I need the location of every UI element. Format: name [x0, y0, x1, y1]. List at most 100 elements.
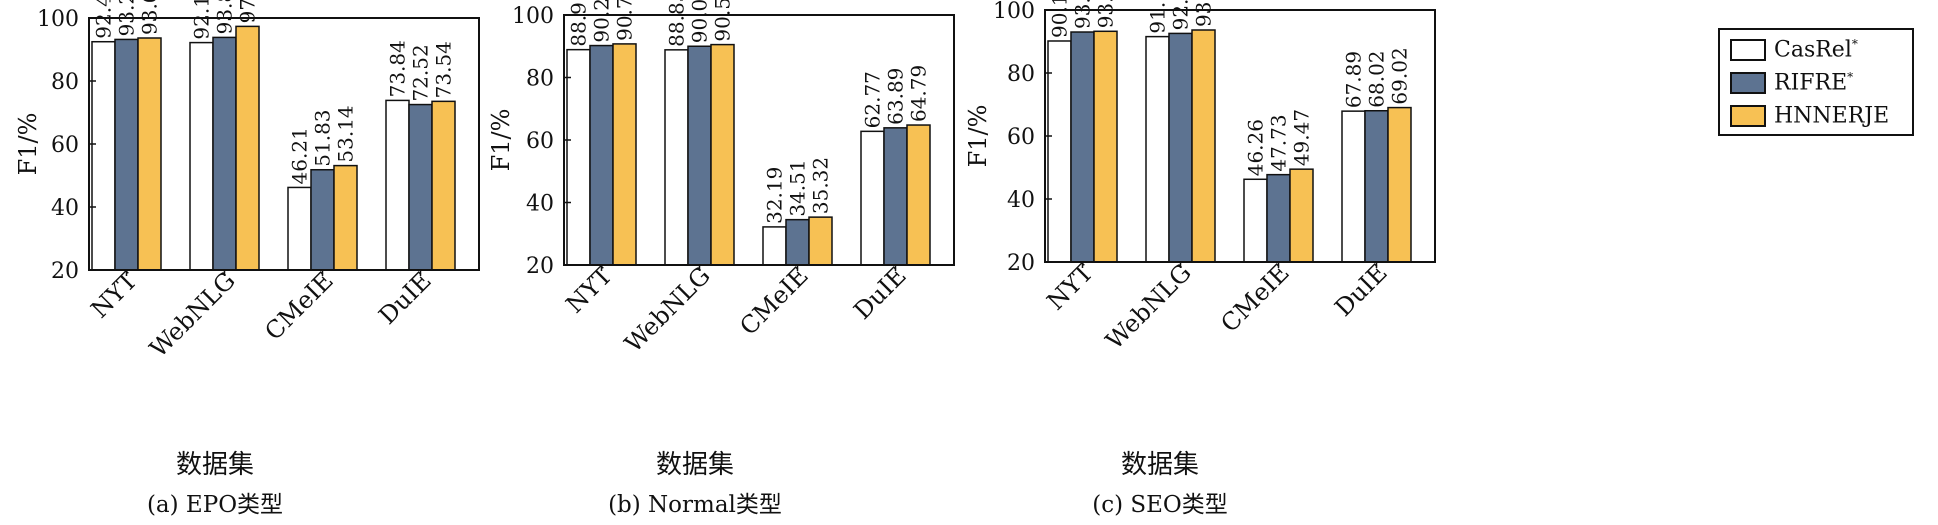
x-tick-label-duie: DuIE — [848, 261, 911, 324]
y-tick-label-60: 60 — [1007, 125, 1035, 150]
bar-cmeie-series-2 — [310, 168, 335, 271]
bar-duie-series-1 — [1341, 110, 1366, 263]
value-label-cmeie-series-2: 51.83 — [311, 109, 335, 166]
legend: CasRel* RIFRE* HNNERJE — [1718, 28, 1914, 136]
x-axis-label: 数据集 — [656, 450, 734, 480]
x-tick-label-cmeie: CMeIE — [1215, 258, 1294, 337]
value-label-webnlg-series-3: 90.53 — [711, 0, 735, 42]
bar-duie-series-3 — [906, 124, 931, 266]
y-tick-label-60: 60 — [526, 129, 554, 154]
bar-cmeie-series-1 — [1243, 178, 1268, 263]
y-axis-label: F1/% — [964, 105, 992, 168]
bar-nyt-series-2 — [589, 44, 614, 266]
bar-webnlg-series-1 — [664, 49, 689, 266]
bar-webnlg-series-2 — [212, 36, 237, 271]
x-tick-label-duie: DuIE — [1329, 258, 1392, 321]
legend-swatch-rifre — [1730, 72, 1766, 94]
x-tick-label-nyt: NYT — [1042, 258, 1099, 315]
legend-label-rifre: RIFRE — [1774, 70, 1848, 96]
bar-webnlg-series-1 — [189, 41, 214, 271]
bar-duie-series-2 — [883, 127, 908, 266]
x-axis-label: 数据集 — [1121, 450, 1199, 480]
value-label-nyt-series-2: 93.01 — [1071, 0, 1095, 29]
value-label-nyt-series-1: 92.47 — [92, 0, 116, 39]
x-tick-label-nyt: NYT — [561, 261, 618, 318]
y-tick-label-80: 80 — [1007, 62, 1035, 87]
bar-nyt-series-3 — [137, 37, 162, 271]
bar-duie-series-1 — [860, 130, 885, 266]
bar-cmeie-series-1 — [287, 186, 312, 271]
bar-duie-series-2 — [1364, 109, 1389, 263]
y-tick-label-20: 20 — [1007, 251, 1035, 276]
y-tick-label-40: 40 — [1007, 188, 1035, 213]
y-tick-label-80: 80 — [526, 67, 554, 92]
bar-cmeie-series-3 — [1289, 168, 1314, 263]
legend-label-hnnerje: HNNERJE — [1774, 103, 1890, 129]
x-tick-label-cmeie: CMeIE — [259, 266, 338, 345]
bar-webnlg-series-1 — [1145, 35, 1170, 263]
x-tick-label-cmeie: CMeIE — [734, 261, 813, 340]
value-label-duie-series-3: 73.54 — [432, 41, 456, 98]
value-label-cmeie-series-2: 47.73 — [1267, 114, 1291, 171]
panel-caption: (c) SEO类型 — [1092, 492, 1228, 518]
value-label-nyt-series-1: 88.91 — [567, 0, 591, 47]
y-tick-label-100: 100 — [993, 0, 1035, 24]
bar-duie-series-1 — [385, 99, 410, 271]
value-label-duie-series-2: 63.89 — [884, 68, 908, 125]
value-label-cmeie-series-3: 53.14 — [334, 105, 358, 162]
bar-nyt-series-1 — [1047, 40, 1072, 263]
bar-nyt-series-2 — [1070, 31, 1095, 263]
value-label-duie-series-1: 62.77 — [861, 71, 885, 128]
value-label-duie-series-2: 72.52 — [409, 44, 433, 101]
bar-nyt-series-3 — [612, 43, 637, 266]
value-label-cmeie-series-1: 46.26 — [1244, 119, 1268, 176]
bar-duie-series-3 — [431, 100, 456, 271]
y-axis-label: F1/% — [14, 113, 42, 176]
bar-cmeie-series-2 — [785, 218, 810, 266]
y-tick-label-100: 100 — [512, 4, 554, 29]
y-tick-label-100: 100 — [37, 7, 79, 32]
bar-nyt-series-3 — [1093, 30, 1118, 263]
y-tick-label-20: 20 — [51, 259, 79, 284]
y-tick-label-40: 40 — [51, 196, 79, 221]
bar-cmeie-series-3 — [333, 164, 358, 271]
value-label-cmeie-series-2: 34.51 — [786, 159, 810, 216]
bar-duie-series-2 — [408, 103, 433, 271]
x-axis-label: 数据集 — [176, 450, 254, 480]
bar-webnlg-series-2 — [687, 45, 712, 266]
value-label-webnlg-series-1: 88.85 — [665, 0, 689, 47]
value-label-webnlg-series-3: 97.34 — [236, 0, 260, 23]
legend-label-casrel: CasRel — [1774, 37, 1852, 63]
value-label-duie-series-3: 69.02 — [1388, 47, 1412, 104]
y-tick-label-40: 40 — [526, 192, 554, 217]
bar-nyt-series-1 — [91, 40, 116, 271]
value-label-webnlg-series-2: 92.57 — [1169, 0, 1193, 30]
bar-nyt-series-1 — [566, 48, 591, 266]
value-label-cmeie-series-1: 46.21 — [288, 127, 312, 184]
bar-nyt-series-2 — [114, 38, 139, 271]
bar-webnlg-series-3 — [235, 25, 260, 271]
legend-mark-casrel: * — [1851, 37, 1858, 52]
legend-item-hnnerje: HNNERJE — [1730, 101, 1889, 131]
value-label-webnlg-series-3: 93.65 — [1192, 0, 1216, 27]
legend-item-rifre: RIFRE* — [1730, 68, 1853, 98]
x-tick-label-duie: DuIE — [373, 266, 436, 329]
value-label-duie-series-2: 68.02 — [1365, 50, 1389, 107]
value-label-cmeie-series-3: 35.32 — [809, 157, 833, 214]
legend-mark-rifre: * — [1847, 70, 1854, 85]
legend-swatch-hnnerje — [1730, 105, 1766, 127]
bar-cmeie-series-3 — [808, 216, 833, 266]
legend-swatch-casrel — [1730, 39, 1766, 61]
x-tick-label-webnlg: WebNLG — [1100, 258, 1196, 354]
x-tick-label-nyt: NYT — [86, 266, 143, 323]
x-tick-label-webnlg: WebNLG — [619, 261, 715, 357]
bar-cmeie-series-1 — [762, 226, 787, 266]
value-label-nyt-series-1: 90.16 — [1048, 0, 1072, 38]
value-label-webnlg-series-1: 92.19 — [190, 0, 214, 40]
bar-webnlg-series-3 — [710, 43, 735, 266]
y-tick-label-60: 60 — [51, 133, 79, 158]
legend-item-casrel: CasRel* — [1730, 35, 1858, 65]
y-tick-label-80: 80 — [51, 70, 79, 95]
